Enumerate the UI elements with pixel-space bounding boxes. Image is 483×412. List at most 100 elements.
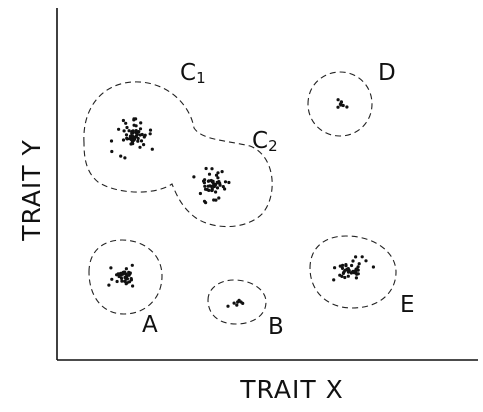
data-point bbox=[139, 121, 143, 125]
cluster-boundary-e bbox=[309, 235, 397, 309]
data-point bbox=[237, 298, 241, 302]
data-point bbox=[109, 139, 114, 143]
data-point bbox=[148, 128, 153, 132]
data-point bbox=[340, 266, 345, 270]
data-point bbox=[110, 277, 114, 281]
data-point bbox=[139, 139, 144, 143]
data-point bbox=[119, 154, 123, 158]
data-point bbox=[138, 145, 142, 149]
data-point bbox=[354, 255, 358, 259]
data-point bbox=[192, 175, 196, 179]
data-point bbox=[338, 102, 342, 106]
data-point bbox=[357, 262, 361, 266]
data-point bbox=[129, 277, 133, 281]
data-point bbox=[220, 170, 224, 174]
data-point bbox=[117, 127, 121, 131]
data-point bbox=[150, 147, 154, 151]
data-point bbox=[355, 267, 359, 271]
data-point bbox=[135, 132, 139, 136]
data-point bbox=[130, 263, 134, 267]
data-point bbox=[125, 277, 129, 281]
data-point bbox=[364, 259, 368, 263]
data-point bbox=[124, 282, 128, 286]
data-point bbox=[210, 167, 214, 171]
cluster-label-b: B bbox=[268, 314, 284, 340]
data-point bbox=[203, 187, 208, 191]
data-point bbox=[207, 172, 212, 176]
data-point bbox=[217, 196, 221, 200]
data-point bbox=[226, 304, 230, 308]
cluster-boundary-d bbox=[307, 71, 373, 137]
data-point bbox=[116, 272, 120, 276]
cluster-label-d: D bbox=[378, 60, 396, 86]
data-point bbox=[137, 130, 141, 134]
data-point bbox=[216, 176, 220, 180]
data-point bbox=[115, 279, 119, 284]
y-axis-label: TRAIT Y bbox=[17, 139, 46, 242]
cluster-label-c2: C2 bbox=[252, 128, 278, 155]
data-point bbox=[346, 267, 350, 271]
data-point bbox=[119, 276, 124, 280]
data-point bbox=[215, 186, 220, 190]
data-point bbox=[123, 156, 127, 160]
data-point bbox=[336, 105, 340, 109]
data-point bbox=[131, 134, 135, 139]
data-point bbox=[127, 129, 131, 133]
data-point bbox=[136, 139, 140, 143]
data-point bbox=[120, 279, 124, 283]
data-point bbox=[332, 278, 336, 282]
data-point bbox=[214, 190, 218, 194]
data-point bbox=[350, 263, 354, 268]
data-point bbox=[136, 136, 140, 141]
data-point bbox=[333, 266, 337, 270]
data-point bbox=[134, 129, 138, 133]
data-point bbox=[110, 149, 114, 154]
data-point bbox=[354, 276, 358, 280]
data-point bbox=[131, 129, 135, 133]
data-point bbox=[223, 187, 227, 191]
data-point bbox=[128, 134, 132, 138]
data-point bbox=[140, 132, 144, 137]
data-point bbox=[132, 137, 137, 141]
data-point bbox=[341, 103, 345, 108]
cluster-boundary-c1-c2 bbox=[83, 81, 273, 228]
data-point bbox=[212, 184, 216, 188]
data-point bbox=[121, 118, 125, 123]
data-point bbox=[132, 118, 136, 122]
cluster-label-e: E bbox=[400, 292, 415, 318]
data-point bbox=[121, 272, 125, 276]
data-point bbox=[210, 180, 214, 184]
data-point bbox=[235, 303, 239, 307]
data-point bbox=[215, 180, 219, 184]
data-point bbox=[125, 274, 129, 278]
data-point bbox=[223, 180, 228, 184]
data-point bbox=[121, 138, 126, 142]
data-point bbox=[206, 184, 210, 188]
data-point bbox=[142, 143, 146, 147]
data-point bbox=[198, 191, 202, 196]
scatter-points bbox=[107, 98, 375, 308]
data-point bbox=[227, 180, 231, 185]
data-point bbox=[131, 284, 135, 288]
data-point bbox=[134, 135, 138, 139]
data-point bbox=[125, 125, 129, 130]
data-point bbox=[336, 98, 340, 102]
data-point bbox=[351, 259, 355, 263]
data-point bbox=[203, 184, 207, 188]
x-axis-label: TRAIT X bbox=[239, 375, 343, 404]
data-point bbox=[124, 133, 129, 137]
data-point bbox=[214, 173, 219, 177]
data-point bbox=[124, 267, 128, 271]
data-point bbox=[221, 185, 225, 189]
data-point bbox=[346, 274, 350, 278]
data-point bbox=[129, 138, 134, 142]
data-point bbox=[109, 266, 113, 270]
data-point bbox=[232, 301, 236, 305]
cluster-boundary-b bbox=[207, 279, 267, 325]
data-point bbox=[134, 124, 138, 128]
cluster-label-c1: C1 bbox=[180, 60, 206, 87]
data-point bbox=[125, 137, 129, 141]
data-point bbox=[210, 187, 214, 191]
cluster-boundary-a bbox=[88, 239, 163, 315]
